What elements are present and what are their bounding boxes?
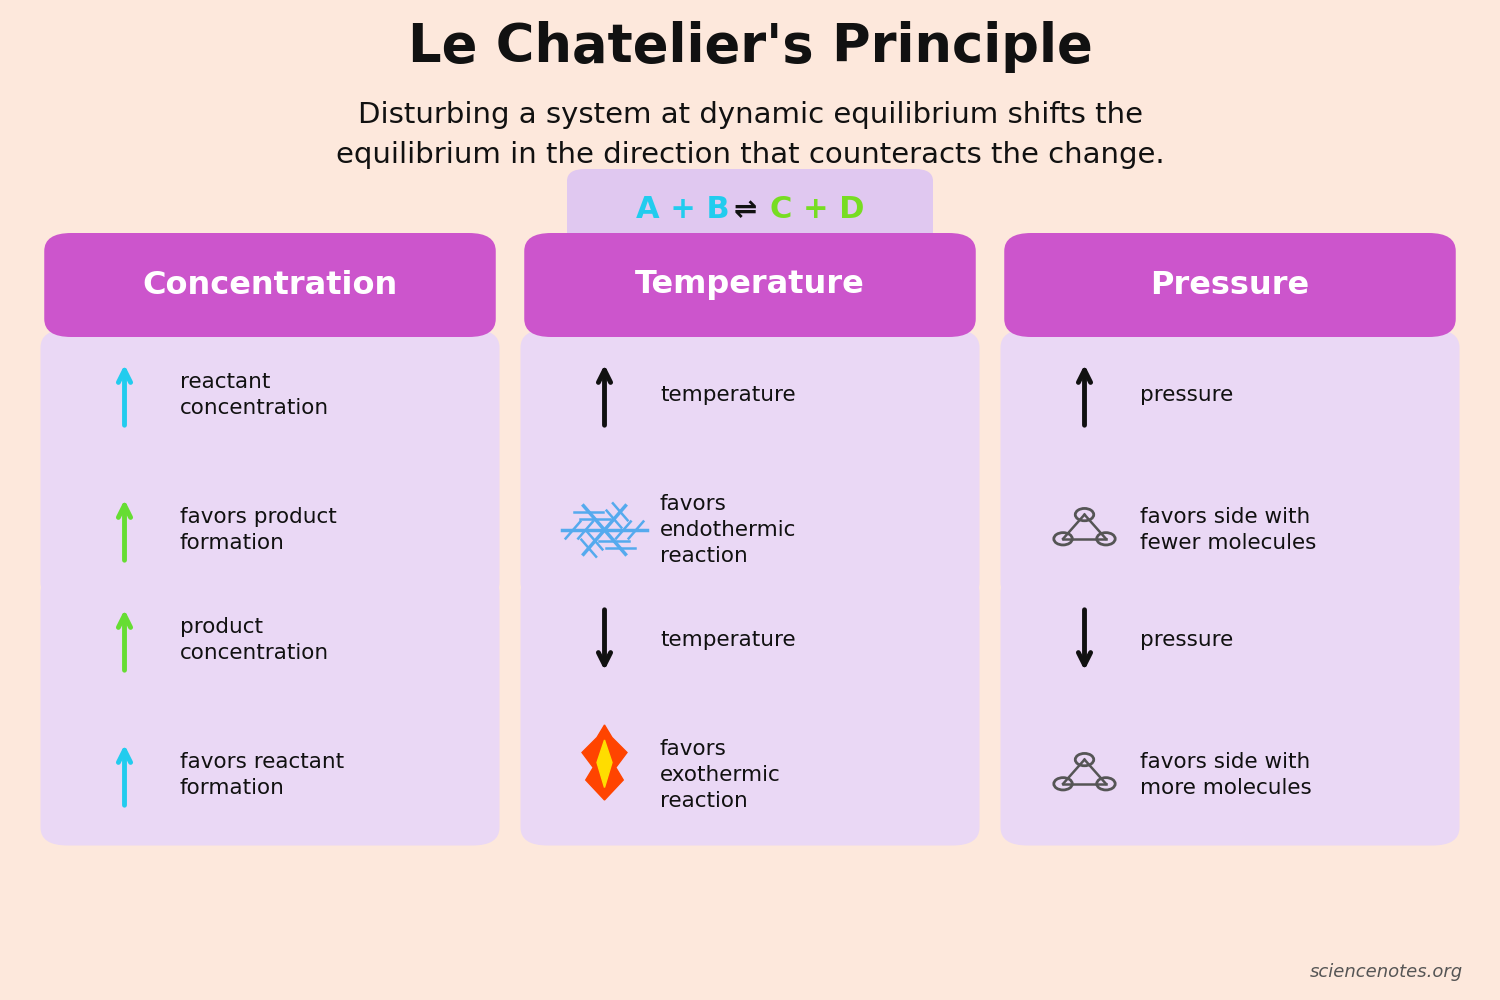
Text: ⇌: ⇌ [734,196,758,224]
FancyBboxPatch shape [40,574,500,846]
Text: temperature: temperature [660,385,795,405]
FancyBboxPatch shape [567,169,933,251]
Text: equilibrium in the direction that counteracts the change.: equilibrium in the direction that counte… [336,141,1164,169]
Text: favors product
formation: favors product formation [180,507,336,553]
FancyBboxPatch shape [1000,330,1460,600]
FancyBboxPatch shape [1005,233,1455,337]
Text: pressure: pressure [1140,630,1233,650]
Polygon shape [597,740,612,788]
FancyBboxPatch shape [520,330,980,600]
Text: Le Chatelier's Principle: Le Chatelier's Principle [408,21,1092,73]
FancyBboxPatch shape [1000,574,1460,846]
Text: temperature: temperature [660,630,795,650]
Text: Concentration: Concentration [142,269,398,300]
Polygon shape [582,725,627,800]
Text: favors side with
fewer molecules: favors side with fewer molecules [1140,507,1317,553]
Text: favors reactant
formation: favors reactant formation [180,752,344,798]
Text: reactant
concentration: reactant concentration [180,372,328,418]
Text: product
concentration: product concentration [180,617,328,663]
Text: favors side with
more molecules: favors side with more molecules [1140,752,1311,798]
FancyBboxPatch shape [40,330,500,600]
Text: Temperature: Temperature [634,269,866,300]
Text: sciencenotes.org: sciencenotes.org [1310,963,1462,981]
FancyBboxPatch shape [525,233,975,337]
Text: pressure: pressure [1140,385,1233,405]
FancyBboxPatch shape [44,233,495,337]
Text: Pressure: Pressure [1150,269,1310,300]
Text: favors
exothermic
reaction: favors exothermic reaction [660,739,780,811]
Text: A + B: A + B [636,196,729,225]
Text: Disturbing a system at dynamic equilibrium shifts the: Disturbing a system at dynamic equilibri… [357,101,1143,129]
Text: favors
endothermic
reaction: favors endothermic reaction [660,494,796,566]
FancyBboxPatch shape [520,574,980,846]
Text: C + D: C + D [771,196,864,225]
